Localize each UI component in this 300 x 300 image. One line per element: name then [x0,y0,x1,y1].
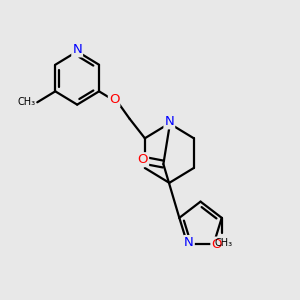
Text: N: N [164,115,174,128]
Text: O: O [212,238,222,250]
Text: O: O [138,153,148,166]
Text: CH₃: CH₃ [18,97,36,107]
Text: O: O [109,93,119,106]
Text: CH₃: CH₃ [214,238,232,248]
Text: N: N [72,44,82,56]
Text: N: N [184,236,194,249]
